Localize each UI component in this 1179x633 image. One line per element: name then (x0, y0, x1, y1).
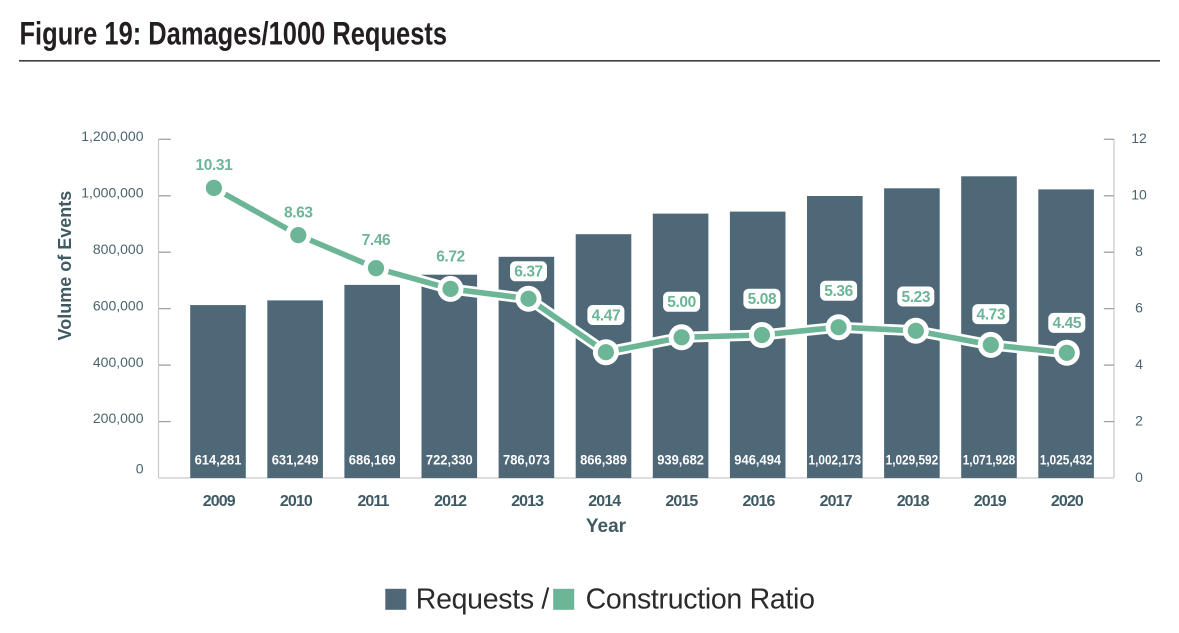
svg-text:1,025,432: 1,025,432 (1040, 452, 1093, 468)
svg-text:10.31: 10.31 (196, 157, 234, 174)
svg-text:614,281: 614,281 (195, 452, 242, 468)
svg-text:8: 8 (1135, 243, 1143, 259)
svg-text:400,000: 400,000 (93, 354, 144, 370)
svg-text:5.36: 5.36 (824, 283, 853, 300)
svg-text:800,000: 800,000 (93, 241, 144, 257)
svg-text:600,000: 600,000 (93, 297, 144, 313)
svg-text:5.23: 5.23 (902, 289, 931, 306)
svg-text:1,071,928: 1,071,928 (963, 452, 1016, 468)
svg-text:0: 0 (136, 460, 144, 476)
svg-text:2014: 2014 (588, 493, 621, 510)
svg-text:Figure 19: Damages/1000 Reques: Figure 19: Damages/1000 Requests (20, 15, 448, 51)
svg-text:722,330: 722,330 (426, 452, 473, 468)
svg-text:4.47: 4.47 (592, 307, 621, 324)
svg-text:2011: 2011 (357, 493, 389, 510)
svg-text:2019: 2019 (974, 493, 1007, 510)
svg-text:1,200,000: 1,200,000 (81, 128, 143, 144)
svg-text:4.73: 4.73 (977, 306, 1006, 323)
svg-text:2015: 2015 (665, 493, 698, 510)
svg-text:2: 2 (1135, 412, 1143, 428)
svg-text:2018: 2018 (897, 493, 930, 510)
svg-text:6: 6 (1135, 299, 1143, 315)
svg-text:Volume of Events: Volume of Events (55, 191, 75, 341)
svg-text:2009: 2009 (203, 493, 236, 510)
svg-text:2017: 2017 (820, 493, 853, 510)
svg-text:8.63: 8.63 (284, 205, 313, 222)
svg-text:4.45: 4.45 (1053, 315, 1082, 332)
svg-text:Construction Ratio: Construction Ratio (586, 584, 815, 616)
svg-text:1,000,000: 1,000,000 (81, 184, 143, 200)
svg-text:686,169: 686,169 (349, 452, 396, 468)
svg-text:2013: 2013 (511, 493, 544, 510)
svg-text:5.08: 5.08 (748, 291, 777, 308)
svg-text:1,029,592: 1,029,592 (886, 452, 939, 468)
svg-text:6.72: 6.72 (436, 249, 465, 266)
svg-text:Year: Year (586, 516, 627, 537)
svg-text:2020: 2020 (1051, 493, 1084, 510)
svg-text:1,002,173: 1,002,173 (809, 452, 862, 468)
svg-text:6.37: 6.37 (514, 264, 543, 281)
svg-text:786,073: 786,073 (503, 452, 550, 468)
svg-text:2012: 2012 (434, 493, 467, 510)
svg-text:2016: 2016 (743, 493, 776, 510)
svg-text:939,682: 939,682 (657, 452, 704, 468)
svg-text:200,000: 200,000 (93, 410, 144, 426)
svg-text:4: 4 (1135, 356, 1143, 372)
svg-text:12: 12 (1131, 130, 1147, 146)
svg-text:Requests /: Requests / (416, 584, 550, 616)
svg-text:946,494: 946,494 (734, 452, 781, 468)
svg-text:10: 10 (1131, 187, 1147, 203)
svg-text:5.00: 5.00 (667, 294, 696, 311)
svg-text:0: 0 (1135, 469, 1143, 485)
svg-text:866,389: 866,389 (580, 452, 627, 468)
svg-text:7.46: 7.46 (362, 232, 391, 249)
svg-text:2010: 2010 (280, 493, 313, 510)
svg-text:631,249: 631,249 (272, 452, 319, 468)
